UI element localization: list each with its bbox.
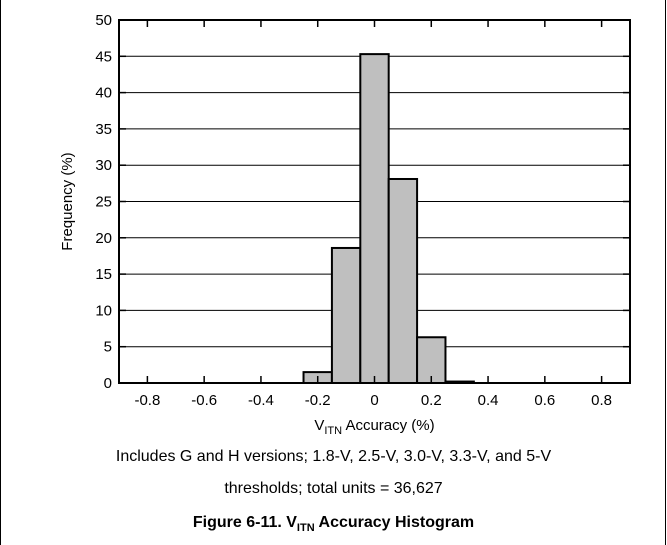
x-tick-label: 0.4 — [478, 392, 499, 409]
x-tick-label: -0.6 — [191, 392, 217, 409]
histogram-bar — [359, 53, 390, 384]
y-tick-label: 50 — [95, 12, 112, 29]
y-tick-label: 5 — [104, 339, 112, 356]
x-tick-labels: -0.8 -0.6 -0.4 -0.2 0 0.2 0.4 0.6 0.8 — [134, 392, 612, 409]
x-axis-label: VITN Accuracy (%) — [314, 417, 434, 437]
x-tick-label: 0 — [370, 392, 378, 409]
figure-title-prefix: Figure 6-11. V — [192, 514, 297, 531]
x-tick-label: 0.8 — [591, 392, 612, 409]
x-tick-label: -0.8 — [134, 392, 160, 409]
histogram-bar — [330, 246, 362, 384]
y-tick-label: 40 — [95, 85, 112, 102]
y-tick-labels: 0 5 10 15 20 25 30 35 40 45 50 — [95, 12, 112, 392]
x-tick-label: -0.2 — [305, 392, 331, 409]
x-tick-label: 0.6 — [534, 392, 555, 409]
y-tick-label: 0 — [104, 375, 112, 392]
histogram-bars — [302, 53, 475, 385]
x-axis-label-rest: Accuracy (%) — [342, 417, 435, 434]
caption-line-1: Includes G and H versions; 1.8-V, 2.5-V,… — [115, 448, 552, 465]
y-tick-label: 10 — [95, 302, 112, 319]
x-tick-label: 0.2 — [421, 392, 442, 409]
y-tick-label: 25 — [95, 194, 112, 211]
y-tick-label: 35 — [95, 121, 112, 138]
histogram-bar — [416, 336, 447, 384]
y-tick-label: 30 — [95, 157, 112, 174]
figure-title: Figure 6-11. VITN Accuracy Histogram — [0, 514, 667, 534]
figure-title-suffix: Accuracy Histogram — [314, 514, 475, 531]
histogram-chart: 0 5 10 15 20 25 30 35 40 45 50 -0.8 -0.6 -0.4 -0.2 0 0.… — [59, 12, 631, 437]
x-axis-label-main: V — [314, 417, 324, 434]
histogram-bar — [387, 177, 419, 384]
y-tick-label: 45 — [95, 48, 112, 65]
caption-line-2: thresholds; total units = 36,627 — [224, 480, 443, 497]
x-tick-label: -0.4 — [248, 392, 274, 409]
y-axis-label: Frequency (%) — [59, 152, 76, 250]
y-tick-label: 20 — [95, 230, 112, 247]
tick-marks — [119, 19, 630, 384]
y-tick-label: 15 — [95, 266, 112, 283]
figure-title-sub: ITN — [296, 522, 315, 534]
x-axis-label-sub: ITN — [324, 425, 342, 437]
